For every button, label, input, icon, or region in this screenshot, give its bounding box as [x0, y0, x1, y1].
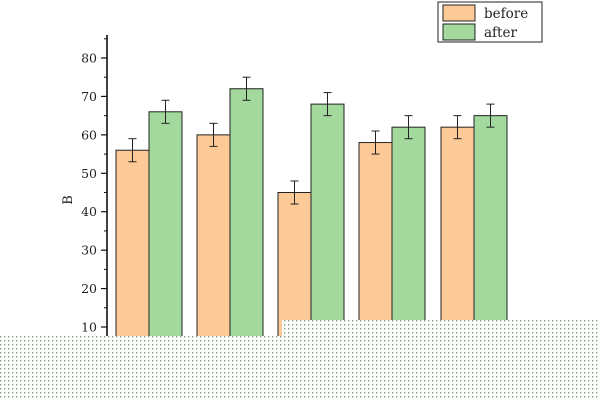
y-tick-label: 70 — [81, 89, 97, 104]
legend: before after — [437, 1, 543, 43]
y-axis: 10 20 30 40 50 60 70 80 — [81, 34, 108, 400]
error-bar-after — [161, 99, 170, 124]
error-bar-before — [453, 115, 462, 140]
error-bar-after — [323, 92, 332, 117]
legend-swatch-after — [442, 23, 476, 41]
error-bar-before — [209, 122, 218, 147]
dotted-overlay — [0, 320, 600, 400]
error-bar-before — [290, 180, 299, 205]
error-bar-after — [404, 115, 413, 140]
y-tick-label: 10 — [81, 320, 97, 335]
error-bar-before — [128, 138, 137, 163]
y-tick-label: 60 — [81, 127, 97, 142]
y-axis-label: B — [61, 195, 76, 205]
error-bar-after — [486, 103, 495, 128]
y-tick-label: 20 — [81, 281, 97, 296]
overlay-dots — [0, 336, 600, 400]
legend-label-after: after — [484, 25, 517, 41]
legend-label-before: before — [484, 6, 528, 22]
y-tick-label: 80 — [81, 51, 97, 66]
error-bar-before — [371, 130, 380, 155]
y-tick-label: 50 — [81, 166, 97, 181]
y-tick-label: 40 — [81, 204, 97, 219]
overlay-dots-top — [282, 320, 600, 340]
error-bar-after — [242, 76, 251, 101]
y-tick-label: 30 — [81, 243, 97, 258]
legend-swatch-before — [442, 4, 476, 22]
